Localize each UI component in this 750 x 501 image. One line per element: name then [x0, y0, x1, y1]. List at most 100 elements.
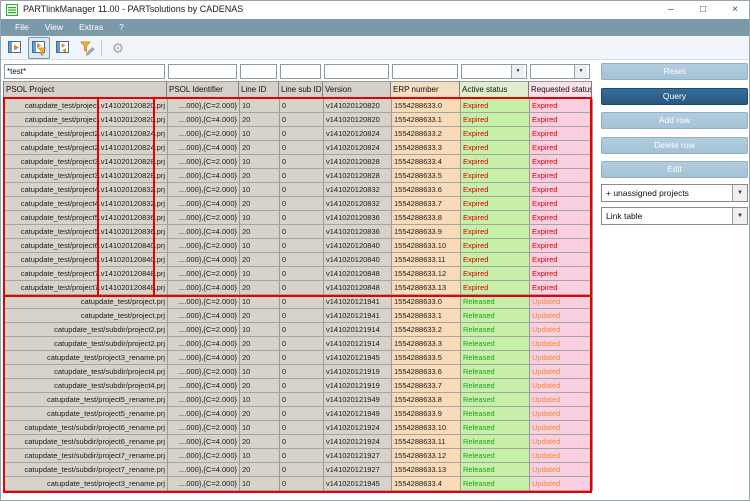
table-row[interactable]: catupdate_test/project2.v141020120824.pr… — [4, 127, 593, 141]
table-row[interactable]: catupdate_test/project5_rename.prj ....0… — [4, 393, 593, 407]
edit-filter-icon[interactable] — [76, 37, 98, 59]
filter-active-status-dropdown[interactable]: ▼ — [461, 64, 527, 79]
cell-line-sub-id: 0 — [280, 393, 324, 407]
filter-cell — [167, 63, 239, 81]
filtered-view-icon[interactable] — [28, 37, 50, 59]
filter-psol-project-input[interactable]: *test* — [4, 64, 165, 79]
table-row[interactable]: catupdate_test/subdir/project4.prj ....0… — [4, 365, 593, 379]
cell-erp-number: 1554288633.1 — [392, 113, 461, 127]
table-row[interactable]: catupdate_test/project.prj ....000},{C=4… — [4, 309, 593, 323]
table-row[interactable]: catupdate_test/project5_rename.prj ....0… — [4, 407, 593, 421]
cell-version: v141020120824 — [324, 141, 392, 155]
cell-psol-project: catupdate_test/project7.v141020120848.pr… — [4, 281, 168, 295]
edit-button[interactable]: Edit — [601, 161, 748, 178]
filter-psol-identifier-input[interactable] — [168, 64, 237, 79]
menu-file[interactable]: File — [15, 22, 29, 32]
add-row-button[interactable]: Add row — [601, 112, 748, 129]
table-row[interactable]: catupdate_test/subdir/project2.prj ....0… — [4, 337, 593, 351]
filter-line-sub-id-input[interactable] — [280, 64, 321, 79]
column-header-version[interactable]: Version — [323, 81, 391, 99]
cell-line-id: 20 — [240, 169, 280, 183]
table-row[interactable]: catupdate_test/project7.v141020120848.pr… — [4, 281, 593, 295]
filtered-view-glyph — [32, 41, 47, 56]
cell-active-status: Released — [461, 463, 530, 477]
table-row[interactable]: catupdate_test/project3_rename.prj ....0… — [4, 351, 593, 365]
table-row[interactable]: catupdate_test/project3_rename.prj ....0… — [4, 477, 593, 491]
reset-button[interactable]: Reset — [601, 63, 748, 80]
column-header-line-id[interactable]: Line ID — [239, 81, 279, 99]
table-row[interactable]: catupdate_test/subdir/project6_rename.pr… — [4, 421, 593, 435]
link-table-icon[interactable] — [52, 37, 74, 59]
table-row[interactable]: catupdate_test/project4.v141020120832.pr… — [4, 183, 593, 197]
menu-view[interactable]: View — [44, 22, 63, 32]
menu-extras[interactable]: Extras — [78, 22, 104, 32]
table-row[interactable]: catupdate_test/project.v141020120820.prj… — [4, 99, 593, 113]
table-row[interactable]: catupdate_test/subdir/project2.prj ....0… — [4, 323, 593, 337]
cell-version: v141020121941 — [324, 309, 392, 323]
table-row[interactable]: catupdate_test/project6.v141020120840.pr… — [4, 253, 593, 267]
table-row[interactable]: catupdate_test/project3.v141020120828.pr… — [4, 169, 593, 183]
cell-psol-project: catupdate_test/project5.v141020120836.pr… — [4, 211, 168, 225]
table-row[interactable]: catupdate_test/project5.v141020120836.pr… — [4, 211, 593, 225]
filter-erp-number-input[interactable] — [392, 64, 458, 79]
filter-requested-status-dropdown[interactable]: ▼ — [530, 64, 590, 79]
cell-line-sub-id: 0 — [280, 225, 324, 239]
column-header-psol-identifier[interactable]: PSOL Identifier — [167, 81, 239, 99]
column-header-requested-status[interactable]: Requested status — [529, 81, 592, 99]
table-row[interactable]: catupdate_test/project4.v141020120832.pr… — [4, 197, 593, 211]
chevron-down-icon[interactable]: ▼ — [511, 65, 524, 78]
column-header-psol-project[interactable]: PSOL Project — [3, 81, 167, 99]
table-row[interactable]: catupdate_test/project6.v141020120840.pr… — [4, 239, 593, 253]
table-row[interactable]: catupdate_test/project5.v141020120836.pr… — [4, 225, 593, 239]
filter-line-id-input[interactable] — [240, 64, 277, 79]
unassigned-projects-dropdown[interactable]: + unassigned projects ▼ — [601, 184, 748, 202]
cell-psol-identifier: ....000},{C=4.000} — [168, 169, 240, 183]
table-row[interactable]: catupdate_test/project7.v141020120848.pr… — [4, 267, 593, 281]
table-row[interactable]: catupdate_test/project2.v141020120824.pr… — [4, 141, 593, 155]
menu-help[interactable]: ? — [119, 22, 124, 32]
cell-psol-project: catupdate_test/subdir/project4.prj — [4, 365, 168, 379]
minimize-button[interactable]: – — [668, 4, 674, 15]
chevron-down-icon[interactable]: ▼ — [732, 208, 747, 224]
cell-line-id: 20 — [240, 463, 280, 477]
link-manager-icon[interactable] — [4, 37, 26, 59]
column-header-active-status[interactable]: Active status — [460, 81, 529, 99]
column-header-erp-number[interactable]: ERP number — [391, 81, 460, 99]
table-row[interactable]: catupdate_test/project3.v141020120828.pr… — [4, 155, 593, 169]
cell-line-sub-id: 0 — [280, 379, 324, 393]
table-row[interactable]: catupdate_test/subdir/project7_rename.pr… — [4, 463, 593, 477]
maximize-button[interactable]: □ — [699, 4, 707, 15]
cell-erp-number: 1554288633.12 — [392, 449, 461, 463]
table-row[interactable]: catupdate_test/project.prj ....000},{C=2… — [4, 295, 593, 309]
table-row[interactable]: catupdate_test/subdir/project6_rename.pr… — [4, 435, 593, 449]
cell-line-sub-id: 0 — [280, 477, 324, 491]
cell-active-status: Expired — [461, 113, 530, 127]
query-button[interactable]: Query — [601, 88, 748, 105]
close-button[interactable]: × — [732, 4, 738, 15]
table-row[interactable]: catupdate_test/subdir/project4.prj ....0… — [4, 379, 593, 393]
cell-line-id: 20 — [240, 281, 280, 295]
cell-requested-status: Expired — [530, 267, 593, 281]
column-header-line-sub-id[interactable]: Line sub ID — [279, 81, 323, 99]
table-row[interactable]: catupdate_test/project.v141020120820.prj… — [4, 113, 593, 127]
cell-line-sub-id: 0 — [280, 407, 324, 421]
cell-active-status: Released — [461, 365, 530, 379]
cell-line-sub-id: 0 — [280, 211, 324, 225]
link-manager-glyph — [8, 41, 21, 53]
cell-erp-number: 1554288633.13 — [392, 463, 461, 477]
table-row[interactable]: catupdate_test/subdir/project7_rename.pr… — [4, 449, 593, 463]
cell-erp-number: 1554288633.7 — [392, 197, 461, 211]
cell-requested-status: Expired — [530, 253, 593, 267]
cell-psol-identifier: ....000},{C=2.000} — [168, 323, 240, 337]
delete-row-button[interactable]: Delete row — [601, 137, 748, 154]
chevron-down-icon[interactable]: ▼ — [574, 65, 587, 78]
cell-line-sub-id: 0 — [280, 183, 324, 197]
link-table-dropdown[interactable]: Link table ▼ — [601, 207, 748, 225]
cell-active-status: Expired — [461, 127, 530, 141]
cell-requested-status: Updated — [530, 463, 593, 477]
filter-version-input[interactable] — [324, 64, 389, 79]
chevron-down-icon[interactable]: ▼ — [732, 185, 747, 201]
cell-version: v141020120848 — [324, 267, 392, 281]
cell-psol-project: catupdate_test/subdir/project7_rename.pr… — [4, 463, 168, 477]
cell-line-sub-id: 0 — [280, 253, 324, 267]
